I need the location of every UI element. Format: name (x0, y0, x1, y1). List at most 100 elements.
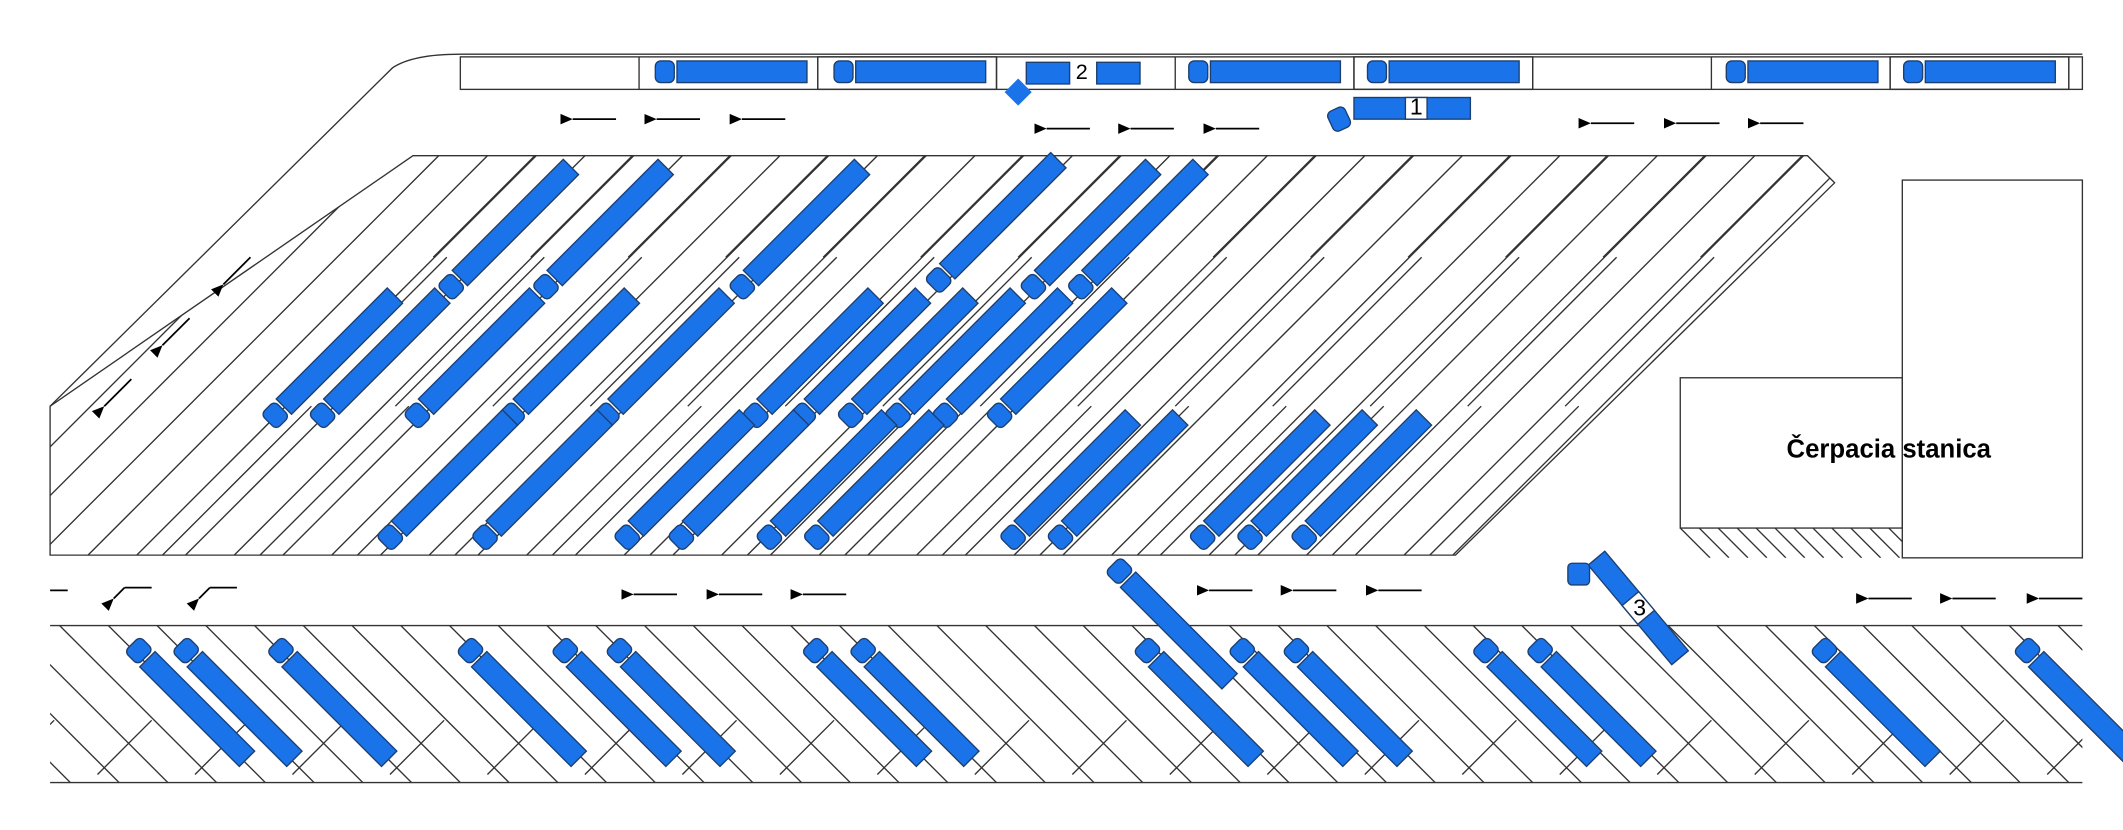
stall-line (1461, 719, 1517, 775)
vehicle-cab (1527, 637, 1553, 664)
marker-diamond (1004, 78, 1032, 106)
vehicle-cab (1189, 524, 1216, 550)
vehicle (850, 637, 980, 768)
vehicle (1068, 158, 1210, 300)
vehicle-body (769, 408, 898, 538)
stall-line (302, 625, 461, 783)
stall-line (1793, 155, 1835, 556)
vehicle-body (898, 287, 1027, 416)
vehicle-body (186, 650, 304, 768)
stall-line (1700, 155, 1835, 258)
stall-line (492, 256, 643, 407)
stall-line (50, 155, 391, 556)
vehicle-body (322, 287, 451, 416)
vehicle-body (275, 287, 404, 416)
vehicle-body (1033, 158, 1162, 287)
vehicle-body (280, 650, 398, 768)
hatch-line (1850, 528, 1882, 558)
stall-line (1667, 625, 1826, 783)
vehicle-body (816, 408, 946, 538)
vehicle (1134, 637, 1265, 768)
vehicle-body (1025, 61, 1071, 85)
stall-line (50, 761, 71, 783)
stall-line (822, 155, 973, 258)
vehicle-body (850, 287, 979, 416)
stall-line (1549, 155, 1835, 556)
vehicle (668, 408, 810, 550)
hatch-line (1774, 528, 1806, 558)
vehicle-body (1747, 60, 1879, 84)
stall-line (50, 155, 196, 556)
vehicle (1047, 408, 1189, 550)
vehicle (1473, 637, 1603, 768)
stall-line (1375, 625, 1534, 783)
vehicle (404, 287, 546, 429)
vehicle-cab (268, 637, 294, 664)
hatch-line (1908, 528, 1938, 558)
stall-line (1212, 155, 1363, 258)
arrow (150, 317, 191, 358)
stall-line (1407, 155, 1558, 258)
vehicle-cab (1902, 60, 1924, 84)
stall-line (50, 155, 293, 556)
stall-line (1624, 405, 1775, 556)
stall-line (50, 155, 245, 556)
stall-line (2112, 406, 2123, 555)
vehicle (309, 287, 451, 429)
vehicle (268, 637, 398, 768)
stall-line (1949, 719, 2005, 775)
stall-line (1797, 155, 1835, 258)
vehicle (614, 408, 756, 550)
stall-line (1911, 625, 2070, 783)
stall-line (351, 625, 510, 783)
vehicle-body (1250, 408, 1379, 538)
stall-line (1570, 625, 1729, 783)
vehicle-body (546, 158, 675, 287)
vehicle (377, 408, 519, 550)
stall-line (400, 625, 559, 783)
stall-line (1071, 719, 1127, 775)
stall-line (784, 256, 935, 407)
vehicle (1527, 637, 1657, 768)
vehicle (1229, 637, 1360, 768)
vehicle-cab (1283, 637, 1310, 664)
hatch-line (1755, 528, 1787, 558)
vehicle (173, 637, 304, 768)
stall-line (1033, 625, 1192, 783)
stall-line (1862, 625, 2021, 783)
vehicle (654, 60, 808, 84)
vehicle-cab (804, 524, 830, 550)
stall-line (1618, 625, 1777, 783)
vehicle-body (1209, 60, 1342, 84)
vehicle-marker: 3 (1633, 594, 1646, 620)
vehicle-cab (2014, 637, 2041, 664)
vehicle (837, 287, 979, 429)
vehicle-cab (614, 524, 641, 550)
stall-line (1354, 155, 1756, 556)
stall-line (882, 256, 1033, 407)
stall-line (1843, 156, 2123, 555)
vehicle (533, 158, 675, 300)
stall-line (1082, 625, 1241, 783)
vehicle (472, 408, 614, 550)
stall-line (2046, 738, 2083, 775)
vehicle (885, 287, 1027, 429)
vehicle-body (681, 408, 810, 538)
vehicle (1725, 60, 1879, 84)
stall-line (627, 155, 778, 258)
slot (1353, 56, 1534, 91)
stall-line (936, 625, 1095, 783)
stall-line (979, 256, 1130, 407)
stall-line (1310, 155, 1461, 258)
vehicle (262, 287, 404, 429)
slot (817, 56, 998, 91)
stall-line (291, 719, 348, 775)
vehicle (457, 637, 588, 768)
stall-line (526, 155, 927, 556)
stall-line (233, 155, 635, 556)
vehicle-body (2027, 650, 2123, 768)
hatch-line (1831, 528, 1863, 558)
stall-line (1656, 719, 1712, 775)
stall-line (985, 625, 1144, 783)
